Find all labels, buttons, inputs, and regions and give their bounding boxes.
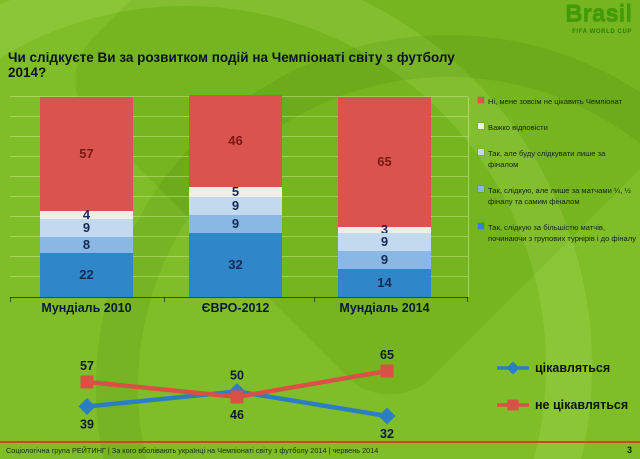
legend-item: Так, слідкую, але лише за матчами ¼, ½ ф…	[478, 185, 636, 207]
legend-label: Так, слідкую, але лише за матчами ¼, ½ ф…	[488, 186, 631, 206]
bar-segment: 46	[189, 95, 282, 187]
stacked-bar-3: 65 3 9 9 14	[338, 97, 431, 297]
stacked-bar-chart: 57 4 9 8 22 Мундіаль 2010 46 5 9 9 32 ЄВРО-2012 65 3 9…	[10, 95, 469, 315]
logo-brand-text: Brasil	[565, 0, 632, 27]
bar-segment: 22	[40, 253, 133, 297]
bar-segment: 9	[189, 215, 282, 233]
logo-subtitle: FIFA WORLD CUP	[572, 29, 632, 35]
bar-chart-legend: Ні, мене зовсім не цікавить Чемпіонат Важ…	[478, 96, 636, 244]
bar-segment: 3	[338, 223, 431, 236]
bar-segment: 8	[40, 237, 133, 253]
bar-segment: 57	[40, 97, 133, 211]
legend-swatch-icon	[478, 123, 484, 129]
bar-segment: 9	[189, 197, 282, 215]
bar-segment-value: 9	[82, 220, 91, 236]
footer-source-text: Соціологічна група РЕЙТИНГ | За кого вбо…	[6, 445, 379, 455]
bar-segment-value: 14	[377, 275, 392, 291]
axis-tick	[467, 297, 468, 302]
brasil-world-cup-logo: Brasil FIFA WORLD CUP	[565, 0, 632, 36]
legend-swatch-icon	[478, 97, 484, 103]
page-number: 3	[626, 445, 632, 455]
bar-category-label: ЄВРО-2012	[201, 301, 270, 315]
bar-segment-value: 9	[231, 198, 240, 214]
legend-swatch-icon	[478, 186, 484, 192]
line-legend-item: цікавляться	[497, 360, 628, 376]
bar-segment-value: 32	[228, 257, 243, 273]
bar-segment-value: 9	[231, 216, 240, 232]
axis-tick	[10, 297, 11, 302]
bar-segment-value: 46	[228, 133, 243, 149]
bar-segment: 9	[338, 251, 431, 269]
legend-item: Важко відповісти	[478, 122, 636, 133]
bar-segment-value: 3	[380, 222, 389, 238]
slide-title: Чи слідкуєте Ви за розвитком подій на Че…	[8, 50, 455, 80]
legend-label: Так, але буду слідкувати лише за фіналом	[488, 149, 606, 169]
footer-accent-line	[0, 441, 640, 443]
bar-segment-value: 8	[82, 237, 91, 253]
square-legend-marker-icon	[497, 399, 529, 411]
legend-item: Так, слідкую за більшістю матчів, почина…	[478, 222, 636, 244]
bar-segment: 4	[40, 207, 133, 223]
bar-segment: 65	[338, 97, 431, 227]
footer: Соціологічна група РЕЙТИНГ | За кого вбо…	[6, 445, 632, 455]
axis-tick	[313, 297, 315, 302]
line-legend-item: не цікавляться	[497, 397, 628, 413]
stacked-bar-2: 46 5 9 9 32	[189, 95, 282, 297]
bar-segment-value: 4	[82, 207, 91, 223]
legend-label: Важко відповісти	[488, 123, 548, 132]
line-chart-legend: цікавляться не цікавляться	[497, 360, 628, 413]
bar-category-label: Мундіаль 2014	[339, 301, 430, 315]
bar-segment-value: 22	[79, 267, 94, 283]
stacked-bar-1: 57 4 9 8 22	[40, 97, 133, 297]
bar-segment-value: 57	[79, 146, 94, 162]
line-legend-label: цікавляться	[535, 361, 611, 375]
bar-segment: 5	[189, 184, 282, 200]
bar-segment-value: 5	[231, 184, 240, 200]
diamond-legend-marker-icon	[497, 361, 529, 375]
legend-item: Ні, мене зовсім не цікавить Чемпіонат	[478, 96, 636, 107]
bar-segment: 14	[338, 269, 431, 297]
legend-label: Так, слідкую за більшістю матчів, почина…	[488, 223, 637, 243]
bar-segment: 9	[338, 233, 431, 251]
legend-swatch-icon	[478, 149, 484, 155]
bar-category-label: Мундіаль 2010	[41, 301, 132, 315]
legend-item: Так, але буду слідкувати лише за фіналом	[478, 148, 636, 170]
legend-label: Ні, мене зовсім не цікавить Чемпіонат	[488, 97, 623, 106]
bar-segment-value: 65	[377, 154, 392, 170]
axis-tick	[163, 297, 165, 302]
bar-segment: 9	[40, 219, 133, 237]
legend-swatch-icon	[478, 223, 484, 229]
bar-segment: 32	[189, 233, 282, 297]
bar-segment-value: 9	[380, 252, 389, 268]
line-legend-label: не цікавляться	[535, 398, 629, 412]
bar-segment-value: 9	[380, 234, 389, 250]
